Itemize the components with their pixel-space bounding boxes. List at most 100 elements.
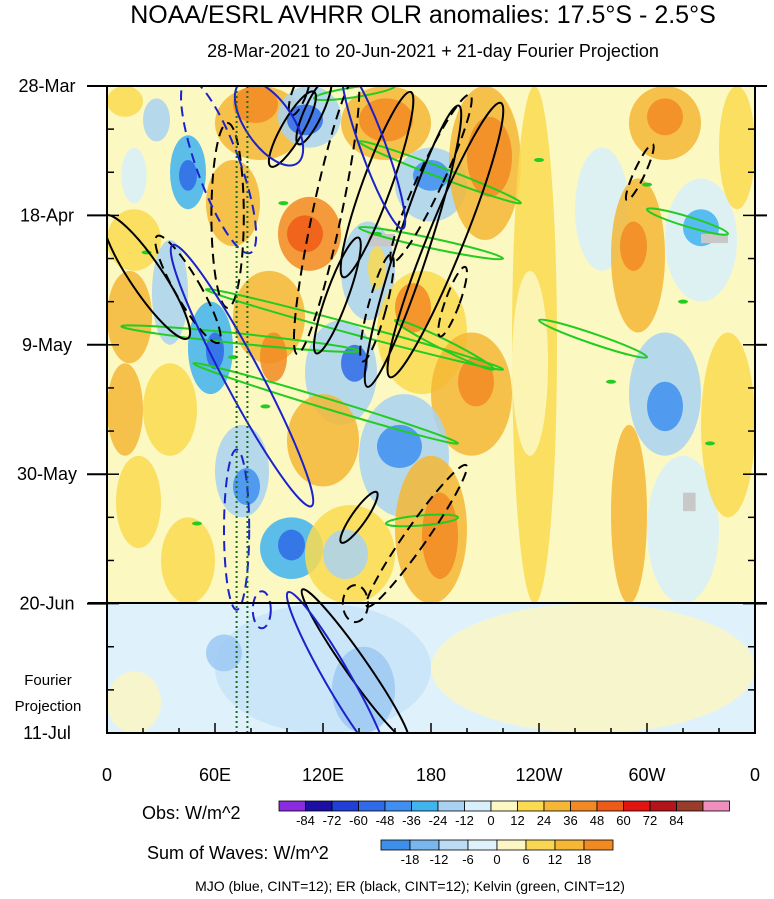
- mjo-contour: [340, 86, 407, 230]
- anomaly-cell: [458, 357, 494, 407]
- obs-colorbar-tick-label: -48: [376, 813, 395, 828]
- anomaly-cell: [278, 529, 305, 561]
- anomaly-cell: [107, 209, 161, 271]
- waves-colorbar-tick-label: 6: [522, 852, 529, 867]
- er-contour: [292, 86, 361, 356]
- anomaly-cell: [647, 98, 683, 136]
- obs-colorbar-swatch: [676, 800, 704, 812]
- y-tick-label: 30-May: [17, 464, 77, 484]
- kelvin-contour: [393, 318, 496, 371]
- anomaly-cell: [422, 492, 458, 579]
- anomaly-cell: [701, 332, 755, 518]
- obs-colorbar-swatch: [305, 800, 333, 812]
- er-contour: [339, 490, 379, 544]
- mjo-contour: [285, 590, 389, 733]
- anomaly-cell: [512, 270, 548, 456]
- anomaly-cell: [620, 221, 647, 271]
- waves-colorbar-tick-label: 12: [548, 852, 562, 867]
- missing-data-patch: [701, 233, 728, 244]
- x-tick-label: 60W: [628, 765, 665, 785]
- er-contour: [389, 93, 473, 264]
- obs-colorbar-tick-label: 24: [537, 813, 551, 828]
- obs-colorbar-swatch: [517, 800, 545, 812]
- waves-colorbar-tick-label: -18: [401, 852, 420, 867]
- anomaly-cell: [368, 246, 386, 290]
- waves-colorbar-label: Sum of Waves: W/m^2: [147, 843, 329, 863]
- anomaly-cell: [107, 270, 152, 364]
- projection-label-line1: Fourier: [24, 672, 72, 689]
- x-tick-label: 120E: [302, 765, 344, 785]
- anomaly-cell: [107, 86, 143, 117]
- obs-colorbar-swatch: [464, 800, 492, 812]
- anomaly-cell: [647, 381, 683, 432]
- x-tick-label: 180: [416, 765, 446, 785]
- obs-colorbar-swatch: [702, 800, 730, 812]
- kelvin-contour: [384, 513, 460, 528]
- er-contour: [313, 236, 362, 355]
- waves-colorbar-tick-label: 0: [493, 852, 500, 867]
- anomaly-cell: [143, 98, 170, 142]
- obs-colorbar-swatch: [649, 800, 677, 812]
- waves-colorbar-swatch: [409, 839, 440, 851]
- er-contour: [624, 143, 655, 202]
- x-tick-label: 120W: [515, 765, 562, 785]
- anomaly-cell: [116, 455, 161, 549]
- kelvin-minor-contour: [192, 521, 202, 526]
- kelvin-contours: [120, 86, 730, 528]
- obs-colorbar-tick-label: 72: [643, 813, 657, 828]
- er-contours: [107, 86, 655, 733]
- obs-colorbar-swatch: [358, 800, 386, 812]
- waves-colorbar-tick-label: -12: [430, 852, 449, 867]
- kelvin-minor-contour: [705, 441, 715, 446]
- kelvin-contour: [192, 362, 460, 445]
- obs-colorbar-tick-label: 60: [616, 813, 630, 828]
- kelvin-minor-contour: [278, 201, 289, 206]
- anomaly-cell: [143, 363, 197, 456]
- anomaly-cell: [233, 86, 278, 123]
- obs-colorbar-swatch: [411, 800, 439, 812]
- kelvin-minor-contour: [228, 355, 238, 360]
- er-contour: [287, 86, 312, 117]
- missing-data-patch: [368, 233, 395, 247]
- y-tick-label: 20-Jun: [19, 594, 74, 614]
- obs-colorbar-tick-label: -12: [455, 813, 474, 828]
- anomaly-cell: [107, 671, 161, 733]
- waves-colorbar-swatch: [496, 839, 527, 851]
- anomaly-cell: [431, 603, 755, 733]
- mjo-contour: [169, 243, 315, 508]
- kelvin-minor-contour: [606, 379, 616, 384]
- anomaly-cell: [206, 159, 260, 247]
- y-tick-label: 28-Mar: [18, 76, 75, 96]
- x-axis-labels: 0 60E 120E 180 120W 60W 0: [102, 765, 760, 785]
- er-contour: [386, 101, 505, 379]
- obs-colorbar-swatch: [384, 800, 412, 812]
- mjo-contour: [251, 590, 272, 630]
- obs-colorbar-tick-label: -60: [349, 813, 368, 828]
- obs-colorbar-swatch: [570, 800, 598, 812]
- missing-data-patches: [368, 233, 728, 512]
- y-tick-label: 11-Jul: [23, 723, 71, 743]
- er-contour: [359, 253, 395, 363]
- y-tick-label: 18-Apr: [20, 205, 74, 225]
- obs-colorbar-swatch: [278, 800, 306, 812]
- obs-colorbar-swatch: [623, 800, 651, 812]
- er-contour: [295, 86, 333, 146]
- anomaly-cell: [611, 424, 647, 604]
- footnote: MJO (blue, CINT=12); ER (black, CINT=12)…: [195, 878, 625, 894]
- er-contour: [300, 588, 411, 733]
- anomaly-cell: [467, 116, 512, 197]
- obs-colorbar-label: Obs: W/m^2: [142, 803, 240, 823]
- waves-colorbar-swatch: [554, 839, 585, 851]
- chart-title: NOAA/ESRL AVHRR OLR anomalies: 17.5°S - …: [130, 1, 716, 29]
- er-contour: [339, 90, 415, 279]
- anomaly-cell: [107, 363, 143, 456]
- obs-colorbar-tick-label: -36: [402, 813, 421, 828]
- obs-colorbar-swatch: [596, 800, 624, 812]
- obs-colorbar-swatch: [543, 800, 571, 812]
- anomaly-cell: [341, 344, 368, 382]
- obs-colorbar-tick-label: 84: [669, 813, 683, 828]
- anomaly-cell: [647, 455, 719, 604]
- anomaly-cell: [179, 159, 197, 191]
- er-contour: [107, 214, 192, 340]
